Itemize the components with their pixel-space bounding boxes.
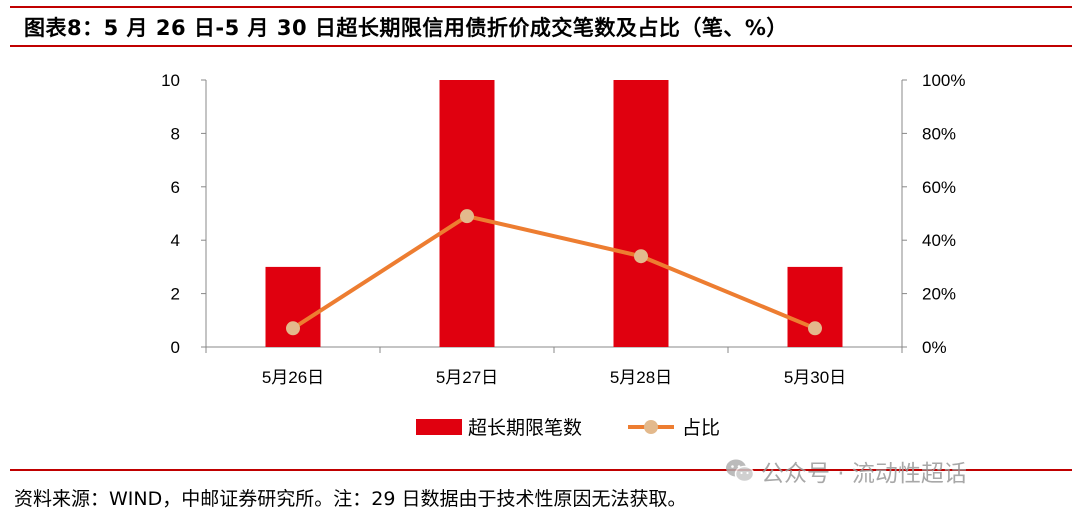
share-point bbox=[634, 249, 648, 264]
share-point bbox=[286, 321, 300, 336]
share-line bbox=[291, 214, 816, 331]
y-left-tick-label: 2 bbox=[171, 285, 180, 304]
x-tick-label: 5月27日 bbox=[436, 368, 498, 387]
y-right-tick-label: 100% bbox=[922, 71, 965, 90]
y-left-tick-label: 4 bbox=[171, 231, 180, 250]
bar bbox=[613, 80, 669, 347]
source-note: 资料来源：WIND，中邮证券研究所。注：29 日数据由于技术性原因无法获取。 bbox=[14, 488, 687, 510]
watermark-text: 公众号 · 流动性超话 bbox=[761, 461, 967, 487]
share-point bbox=[460, 209, 474, 224]
y-left-tick-label: 0 bbox=[171, 338, 180, 357]
legend-bar-label: 超长期限笔数 bbox=[468, 417, 582, 439]
bottom-rule bbox=[10, 469, 1072, 471]
watermark: 公众号 · 流动性超话 bbox=[725, 454, 967, 488]
wechat-icon bbox=[726, 459, 755, 483]
y-left-tick-label: 6 bbox=[171, 178, 180, 197]
title-rule bbox=[10, 45, 1072, 47]
legend-line-label: 占比 bbox=[682, 417, 720, 439]
x-tick-label: 5月30日 bbox=[784, 368, 846, 387]
legend-bar-swatch bbox=[416, 419, 462, 435]
y-left-tick-label: 10 bbox=[161, 71, 180, 90]
y-left-tick-label: 8 bbox=[171, 124, 180, 143]
chart-title: 图表8：5 月 26 日-5 月 30 日超长期限信用债折价成交笔数及占比（笔、… bbox=[24, 16, 788, 40]
x-tick-label: 5月28日 bbox=[610, 368, 672, 387]
y-right-tick-label: 20% bbox=[922, 285, 956, 304]
top-rule bbox=[10, 6, 1072, 8]
y-right-tick-label: 60% bbox=[922, 178, 956, 197]
legend-line-marker bbox=[644, 420, 658, 434]
y-right-tick-label: 80% bbox=[922, 124, 956, 143]
share-point bbox=[808, 321, 822, 336]
y-right-tick-label: 0% bbox=[922, 338, 947, 357]
x-tick-label: 5月26日 bbox=[262, 368, 324, 387]
y-right-tick-label: 40% bbox=[922, 231, 956, 250]
